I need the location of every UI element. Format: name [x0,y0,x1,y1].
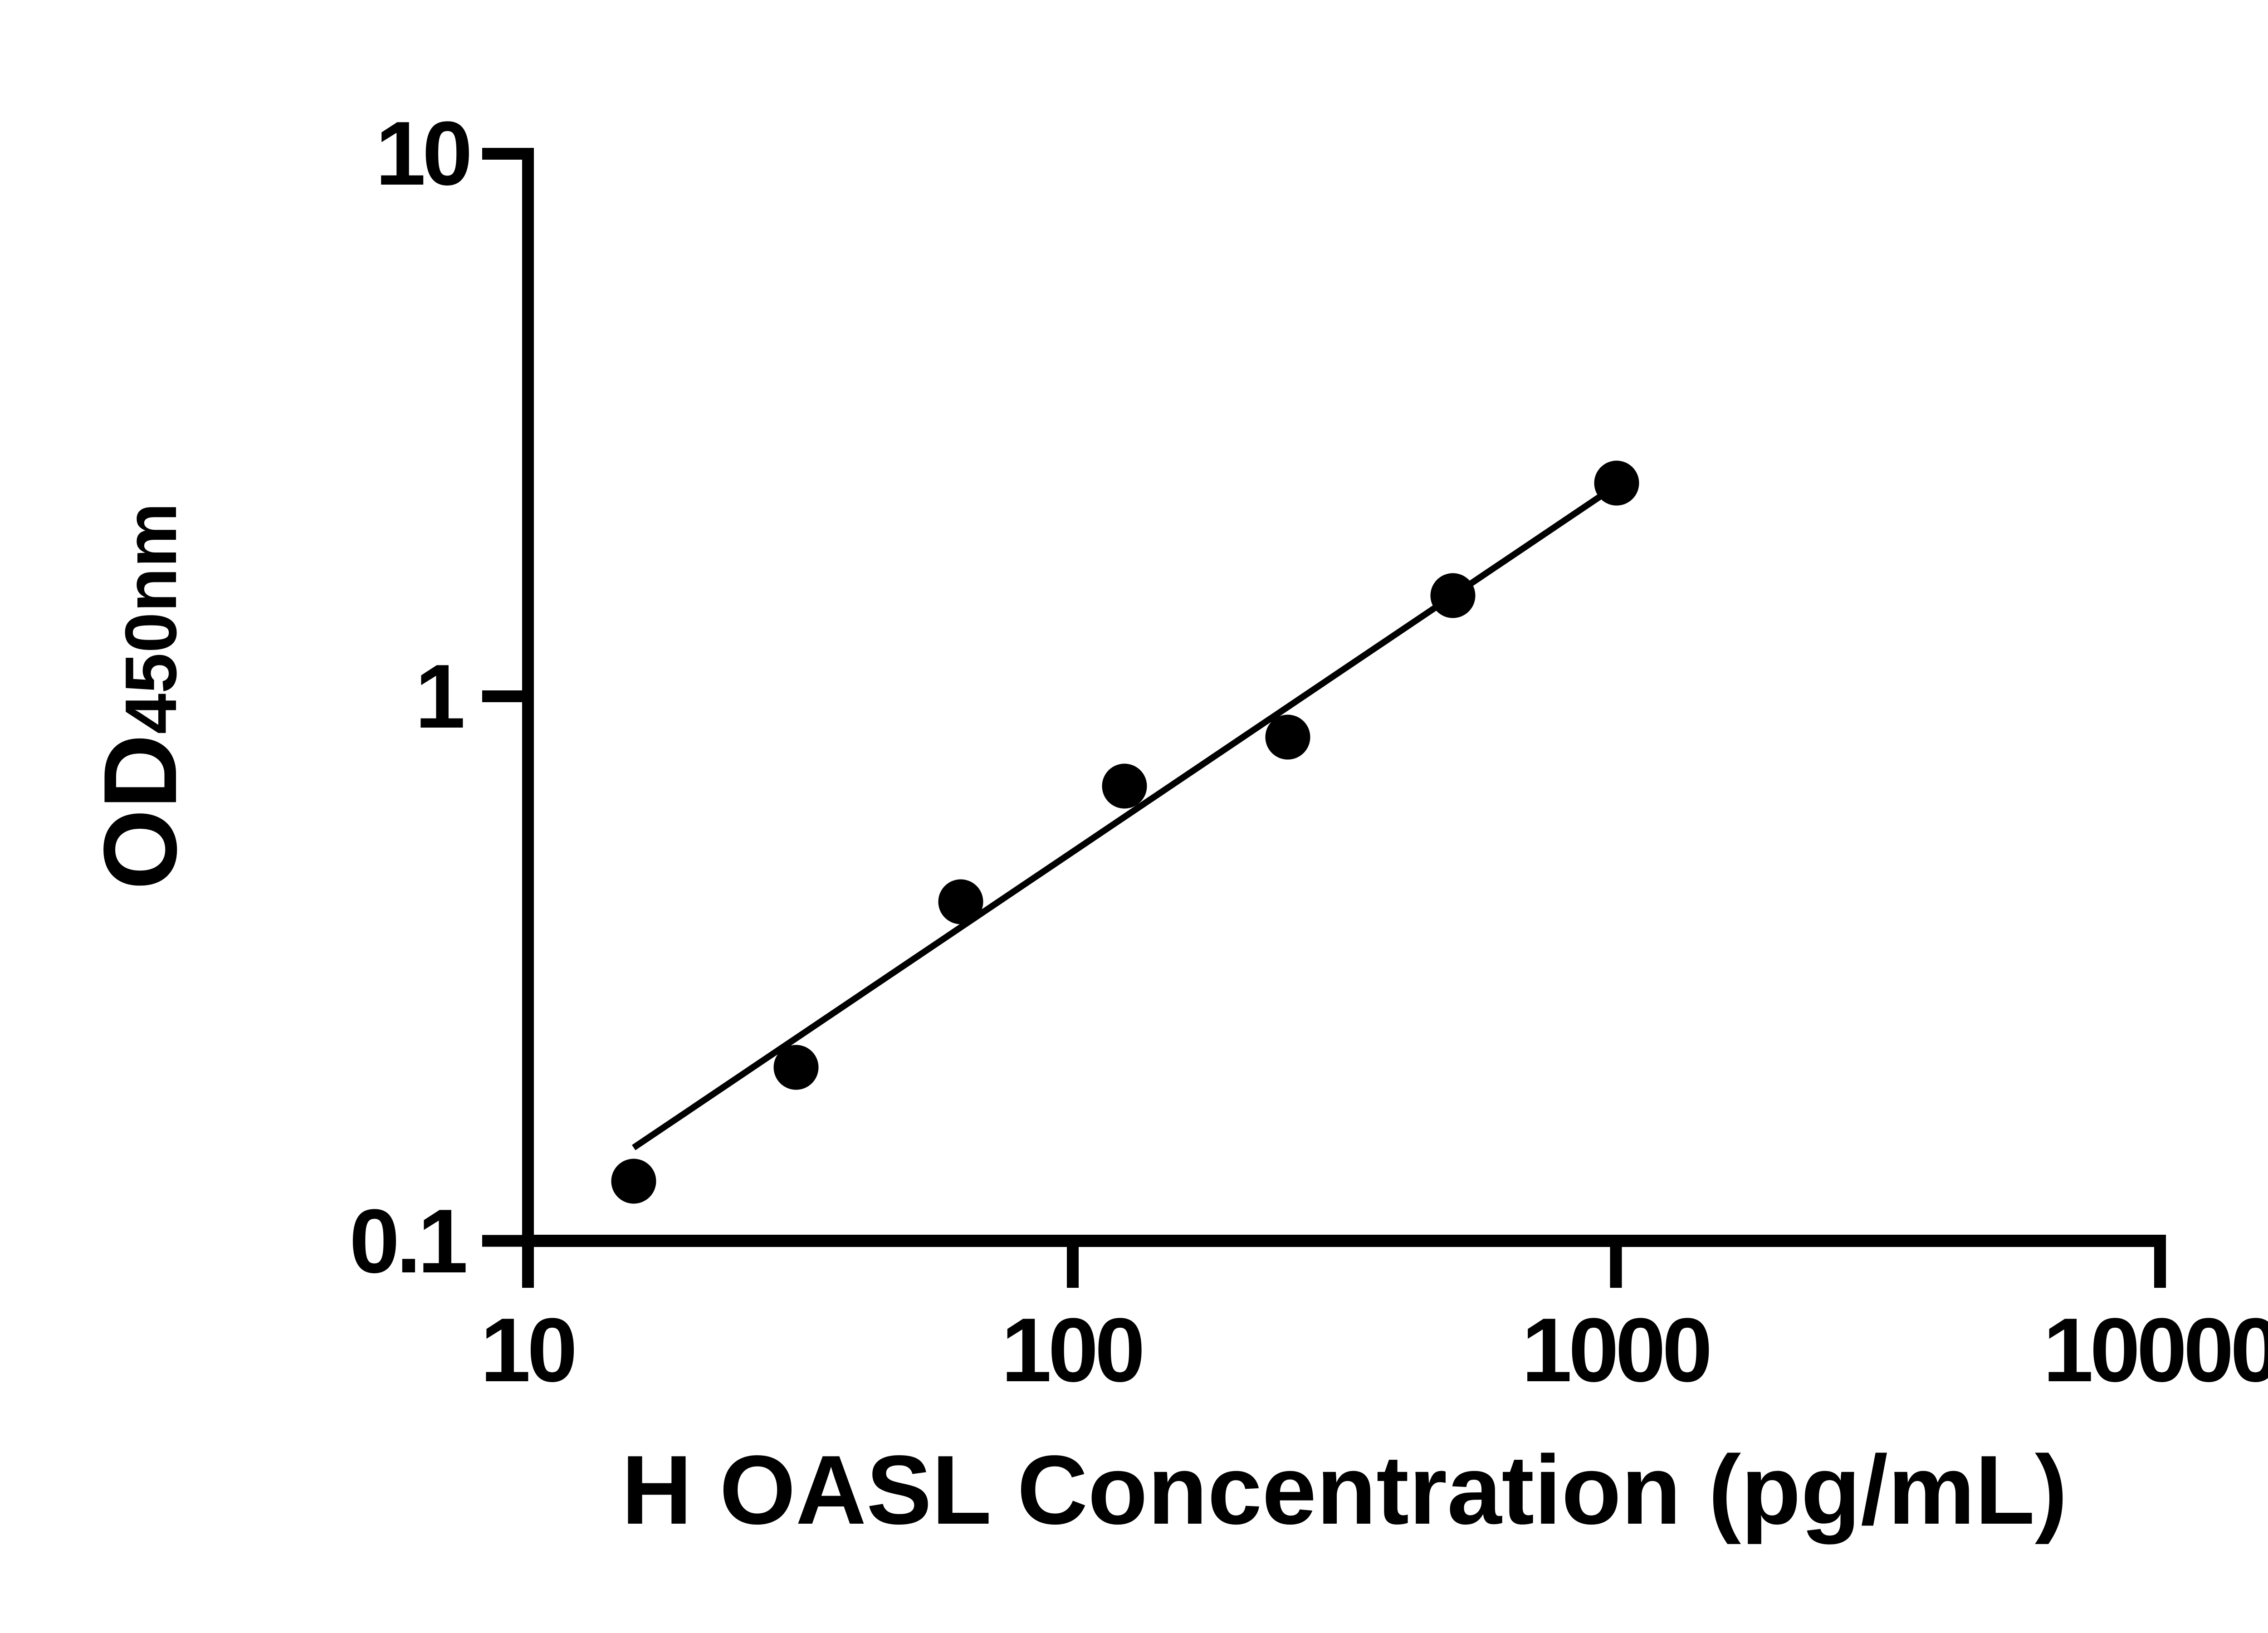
svg-text:100: 100 [1001,1300,1142,1401]
svg-text:0.1: 0.1 [349,1191,466,1292]
svg-text:10: 10 [376,103,469,204]
svg-text:1000: 1000 [1522,1300,1710,1401]
svg-text:10000: 10000 [2043,1300,2268,1401]
svg-text:1: 1 [415,646,463,747]
svg-text:10: 10 [480,1300,574,1401]
svg-text:H OASL Concentration (pg/mL): H OASL Concentration (pg/mL) [621,1435,2068,1545]
